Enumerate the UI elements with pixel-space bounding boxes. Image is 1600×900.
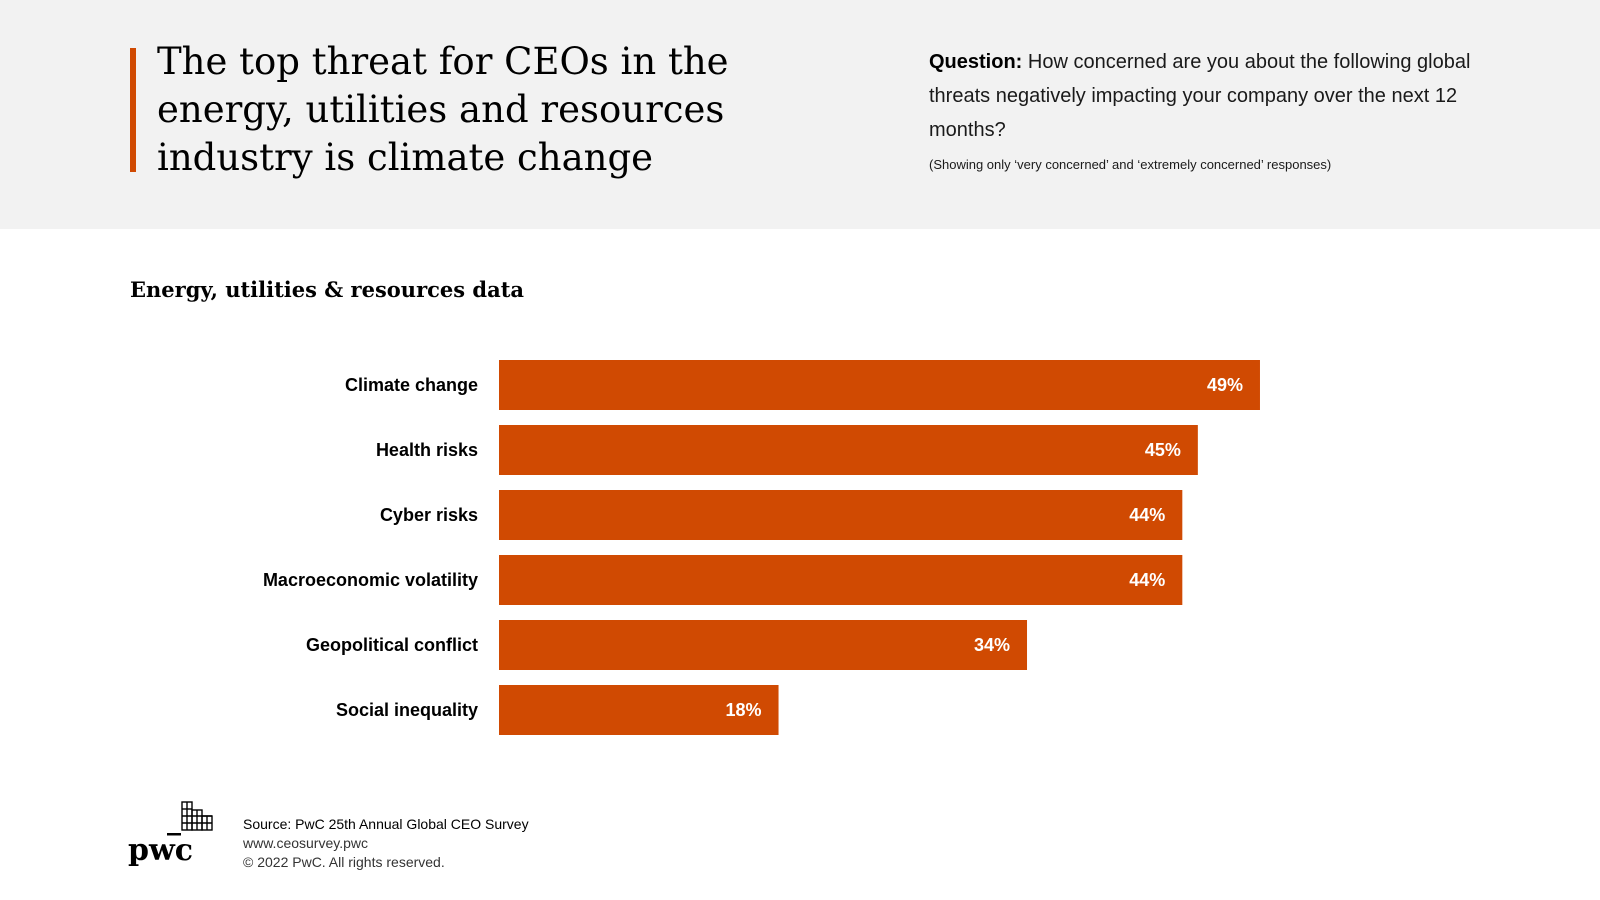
bar-health-risks [499,425,1198,475]
value-label: 49% [1207,375,1243,395]
bar-social-inequality [499,685,779,735]
pwc-logo: pwc [128,801,213,868]
question-text: How concerned are you about the followin… [929,51,1471,141]
category-label: Social inequality [336,700,478,720]
survey-question: Question: How concerned are you about th… [929,45,1489,147]
value-label: 34% [974,635,1010,655]
copyright: © 2022 PwC. All rights reserved. [243,854,445,870]
category-label: Climate change [345,375,478,395]
source-url[interactable]: www.ceosurvey.pwc [243,835,369,851]
accent-rule [130,48,136,172]
header-band [0,0,1600,229]
bar-macroeconomic-volatility [499,555,1183,605]
value-label: 44% [1129,570,1165,590]
chart-title: Energy, utilities & resources data [130,277,525,302]
bar-cyber-risks [499,490,1183,540]
category-label: Geopolitical conflict [306,635,478,655]
source-block: Source: PwC 25th Annual Global CEO Surve… [243,815,529,872]
source-line: Source: PwC 25th Annual Global CEO Surve… [243,816,529,832]
question-label: Question: [929,51,1023,73]
page-title: The top threat for CEOs in the energy, u… [157,40,729,179]
value-label: 44% [1129,505,1165,525]
category-label: Cyber risks [380,505,478,525]
value-label: 18% [726,700,762,720]
category-label: Health risks [376,440,478,460]
bar-geopolitical-conflict [499,620,1028,670]
value-label: 45% [1145,440,1181,460]
pwc-logo-text: pwc [128,833,193,868]
bar-climate-change [499,360,1260,410]
category-label: Macroeconomic volatility [263,570,478,590]
question-note: (Showing only ‘very concerned’ and ‘extr… [929,157,1332,172]
